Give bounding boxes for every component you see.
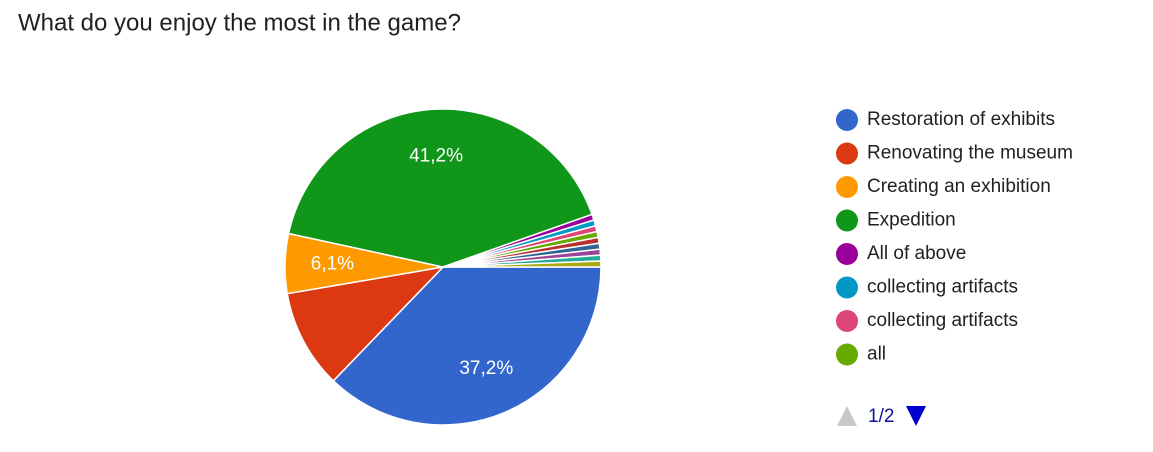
legend-swatch — [836, 109, 858, 131]
legend-label: collecting artifacts — [867, 310, 1018, 331]
legend-label: all — [867, 344, 886, 365]
legend-label: Renovating the museum — [867, 143, 1073, 164]
legend-swatch — [836, 310, 858, 332]
legend-swatch — [836, 243, 858, 265]
pie-slice — [286, 265, 446, 382]
legend-label: collecting artifacts — [867, 277, 1018, 298]
pie-slice — [442, 260, 602, 268]
legend-swatch — [836, 142, 858, 165]
pager-label: 1/2 — [868, 406, 894, 427]
data-label: 41,2% — [409, 146, 463, 167]
pager-prev[interactable] — [837, 406, 857, 426]
data-label: 6,1% — [311, 254, 354, 275]
legend-swatch — [836, 176, 858, 198]
legend-swatch — [836, 209, 858, 232]
pie-slice — [332, 266, 602, 426]
legend-pager: 1/2 — [837, 406, 926, 427]
pager-next[interactable] — [906, 406, 926, 426]
chart-title: What do you enjoy the most in the game? — [18, 9, 461, 36]
legend-label: Expedition — [867, 210, 956, 231]
legend-swatch — [836, 343, 858, 366]
legend-label: Restoration of exhibits — [867, 109, 1055, 130]
legend-label: All of above — [867, 243, 966, 264]
data-label: 37,2% — [459, 358, 513, 379]
legend-label: Creating an exhibition — [867, 176, 1051, 197]
pie-slice — [287, 108, 593, 268]
legend-swatch — [836, 276, 858, 299]
